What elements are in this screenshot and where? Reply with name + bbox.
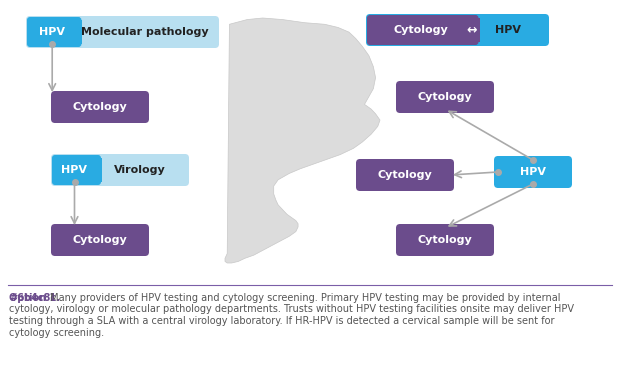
Text: Cytology: Cytology <box>73 235 127 245</box>
Text: Cytology: Cytology <box>378 170 432 180</box>
Text: Cytology: Cytology <box>418 235 472 245</box>
FancyBboxPatch shape <box>51 224 149 256</box>
FancyBboxPatch shape <box>26 16 219 48</box>
FancyBboxPatch shape <box>27 17 81 47</box>
Text: HPV: HPV <box>61 165 87 175</box>
Text: Option 1.: Option 1. <box>9 293 60 303</box>
Text: cytology screening.: cytology screening. <box>9 328 104 338</box>
FancyBboxPatch shape <box>51 91 149 123</box>
Text: HPV: HPV <box>495 25 521 35</box>
Text: Cytology: Cytology <box>393 25 448 35</box>
FancyBboxPatch shape <box>396 81 494 113</box>
FancyBboxPatch shape <box>396 224 494 256</box>
Text: #6b4c8c: #6b4c8c <box>9 293 56 303</box>
Bar <box>471 18 479 42</box>
Bar <box>74 20 82 44</box>
Text: Many providers of HPV testing and cytology screening. Primary HPV testing may be: Many providers of HPV testing and cytolo… <box>47 293 560 303</box>
Bar <box>94 158 102 182</box>
Polygon shape <box>225 18 380 263</box>
FancyBboxPatch shape <box>494 156 572 188</box>
FancyBboxPatch shape <box>51 154 189 186</box>
Text: Virology: Virology <box>113 165 166 175</box>
FancyBboxPatch shape <box>366 14 549 46</box>
Text: Molecular pathology: Molecular pathology <box>81 27 208 37</box>
Text: ↔: ↔ <box>466 23 477 36</box>
Text: HPV: HPV <box>520 167 546 177</box>
Text: Cytology: Cytology <box>73 102 127 112</box>
FancyBboxPatch shape <box>367 15 479 45</box>
FancyBboxPatch shape <box>52 155 101 185</box>
Text: Cytology: Cytology <box>418 92 472 102</box>
FancyBboxPatch shape <box>356 159 454 191</box>
Text: HPV: HPV <box>39 27 65 37</box>
Text: cytology, virology or molecular pathology departments. Trusts without HPV testin: cytology, virology or molecular patholog… <box>9 305 574 314</box>
Text: testing through a SLA with a central virology laboratory. If HR-HPV is detected : testing through a SLA with a central vir… <box>9 316 554 326</box>
